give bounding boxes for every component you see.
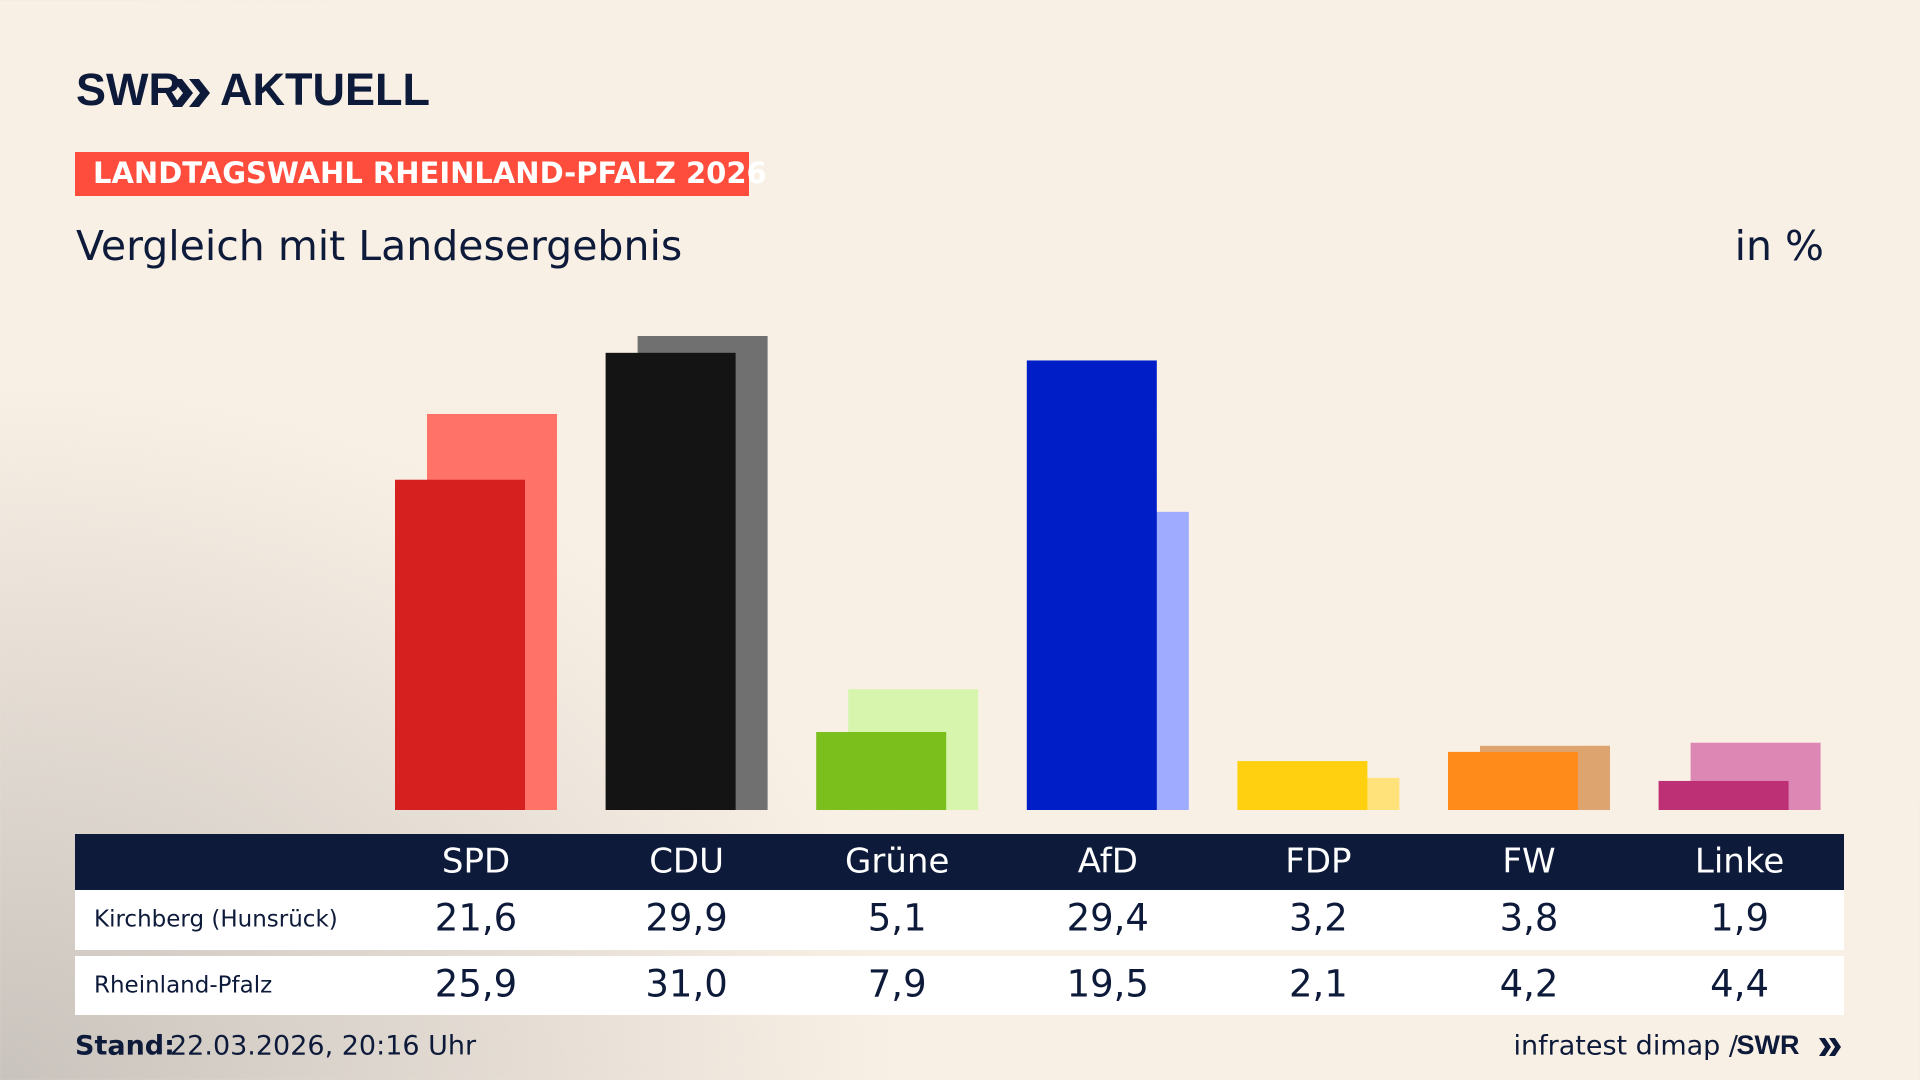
- value-label: 31,0: [645, 963, 727, 1006]
- value-label: 3,2: [1289, 897, 1348, 940]
- logo-brand: SWR: [76, 64, 181, 115]
- footer-brand: SWR: [1737, 1030, 1800, 1060]
- bars: [395, 336, 1821, 810]
- bar: [1026, 360, 1157, 810]
- bar: [1237, 761, 1368, 810]
- source: infratest dimap /: [1513, 1031, 1738, 1062]
- row-label: Rheinland-Pfalz: [94, 973, 272, 999]
- category-label: Linke: [1695, 842, 1784, 882]
- value-label: 19,5: [1067, 963, 1149, 1006]
- footer-chevrons: [1819, 1038, 1841, 1056]
- category-label: FDP: [1285, 842, 1351, 882]
- table: SPD CDU Grüne AfD FDP FW Linke Kirchberg (Hunsr…: [94, 842, 1784, 1006]
- value-label: 1,9: [1710, 897, 1769, 940]
- logo-chevrons: [172, 79, 210, 107]
- chart-title: Vergleich mit Landesergebnis: [76, 222, 682, 270]
- logo-name: AKTUELL: [220, 64, 430, 115]
- value-label: 7,9: [868, 963, 927, 1006]
- value-label: 4,2: [1500, 963, 1559, 1006]
- stand-label: Stand:: [75, 1031, 175, 1062]
- badge: LANDTAGSWAHL RHEINLAND-PFALZ 2026: [93, 156, 767, 190]
- category-label: AfD: [1078, 842, 1138, 882]
- value-label: 4,4: [1710, 963, 1769, 1006]
- value-label: 21,6: [435, 897, 517, 940]
- bar: [1448, 751, 1578, 810]
- value-label: 5,1: [868, 897, 927, 940]
- category-label: FW: [1502, 842, 1555, 882]
- value-label: 3,8: [1500, 897, 1559, 940]
- bar: [816, 732, 947, 810]
- bar: [395, 479, 525, 810]
- unit: in %: [1735, 222, 1824, 270]
- stand-value: 22.03.2026, 20:16 Uhr: [170, 1031, 477, 1062]
- value-label: 29,9: [645, 897, 727, 940]
- bar: [605, 352, 736, 810]
- table-row: [75, 890, 1844, 950]
- table-row: [75, 956, 1844, 1015]
- badge-bg: [75, 152, 749, 196]
- category-label: SPD: [442, 842, 510, 882]
- table-header: [75, 834, 1844, 890]
- value-label: 2,1: [1289, 963, 1348, 1006]
- bar: [1658, 780, 1789, 810]
- category-label: CDU: [649, 842, 724, 882]
- category-label: Grüne: [845, 842, 949, 882]
- value-label: 25,9: [435, 963, 517, 1006]
- value-label: 29,4: [1067, 897, 1149, 940]
- row-label: Kirchberg (Hunsrück): [94, 907, 338, 933]
